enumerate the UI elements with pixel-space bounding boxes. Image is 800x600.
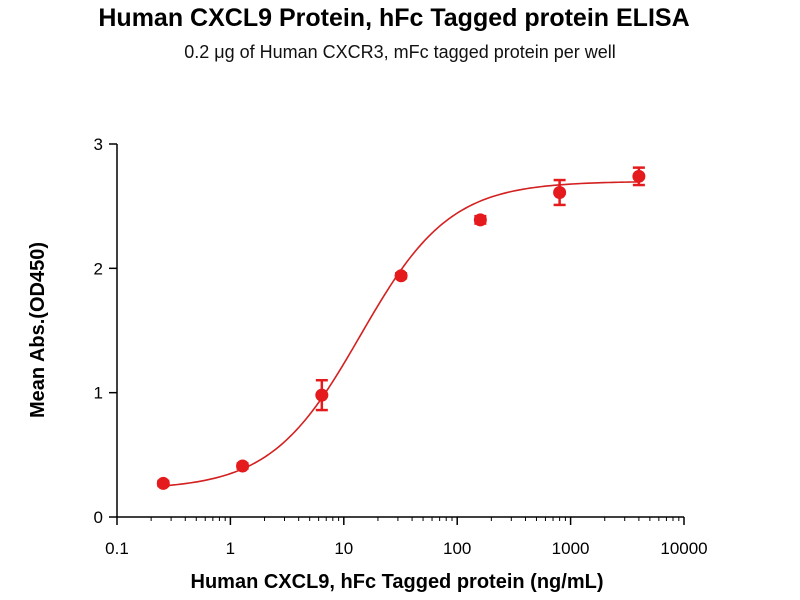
x-tick-label: 100 (443, 539, 471, 558)
fit-curve (163, 181, 639, 487)
x-tick-label: 10 (334, 539, 353, 558)
y-tick-label: 2 (94, 259, 103, 278)
data-point (156, 476, 170, 490)
data-point (632, 169, 646, 183)
x-axis-ticks: 0.1 1 10 100 1000 10000 (105, 517, 708, 558)
x-tick-label: 0.1 (105, 539, 129, 558)
x-tick-label: 1000 (552, 539, 590, 558)
data-point-group (473, 213, 487, 227)
data-point (553, 185, 567, 199)
data-point-group (236, 459, 250, 473)
data-point-group (315, 378, 329, 412)
data-point-group (632, 166, 646, 187)
data-point-group (553, 178, 567, 207)
data-point-group (394, 269, 408, 283)
data-point (315, 388, 329, 402)
data-point (236, 459, 250, 473)
y-tick-label: 1 (94, 384, 103, 403)
plot-area: 0.1 1 10 100 1000 10000 0 1 2 3 (94, 135, 708, 558)
data-point (473, 213, 487, 227)
chart-title: Human CXCL9 Protein, hFc Tagged protein … (98, 4, 689, 32)
x-tick-label: 10000 (660, 539, 707, 558)
x-tick-label: 1 (226, 539, 235, 558)
data-points (156, 166, 646, 490)
data-point-group (156, 476, 170, 490)
chart-subtitle: 0.2 μg of Human CXCR3, mFc tagged protei… (184, 42, 616, 62)
y-axis-ticks: 0 1 2 3 (94, 135, 117, 527)
y-tick-label: 3 (94, 135, 103, 154)
y-axis-label: Mean Abs.(OD450) (27, 242, 49, 418)
x-axis-label: Human CXCL9, hFc Tagged protein (ng/mL) (191, 571, 604, 593)
data-point (394, 269, 408, 283)
y-tick-label: 0 (94, 508, 103, 527)
